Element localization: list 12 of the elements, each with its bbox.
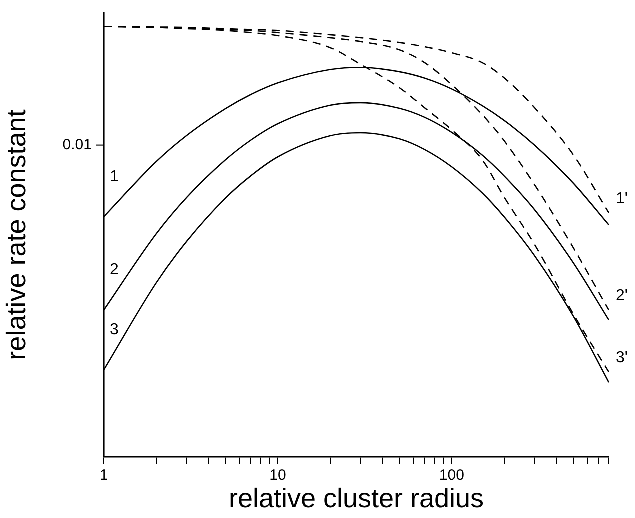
series-label: 2' (616, 288, 628, 305)
series-label: 3 (110, 322, 119, 338)
x-tick-label: 10 (270, 467, 286, 484)
series-label: 2 (110, 262, 119, 279)
series-label: 1' (616, 190, 628, 208)
x-tick-label: 100 (439, 467, 464, 484)
series-label: 3' (616, 350, 628, 367)
y-axis-title: relative rate constant (2, 109, 32, 360)
series-label: 1 (110, 168, 119, 186)
x-axis-title: relative cluster radius (228, 483, 484, 514)
x-tick-label: 1 (100, 467, 108, 484)
text: 0.01 (62, 136, 92, 154)
